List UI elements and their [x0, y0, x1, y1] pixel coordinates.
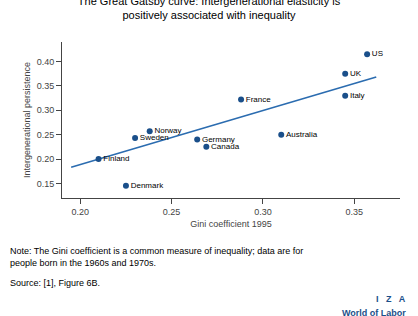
svg-text:France: France [246, 95, 271, 104]
svg-text:Source: [1], Figure 6B.: Source: [1], Figure 6B. [10, 278, 100, 288]
svg-text:0.20: 0.20 [37, 154, 55, 164]
svg-text:US: US [372, 49, 383, 58]
svg-text:Norway: Norway [154, 126, 181, 135]
svg-text:Australia: Australia [286, 130, 318, 139]
svg-text:0.40: 0.40 [37, 57, 55, 67]
svg-text:Denmark: Denmark [131, 181, 164, 190]
svg-text:0.25: 0.25 [37, 130, 55, 140]
svg-text:0.35: 0.35 [346, 207, 364, 217]
svg-text:Note: The Gini coefficient is: Note: The Gini coefficient is a common m… [10, 246, 303, 268]
svg-text:0.35: 0.35 [37, 81, 55, 91]
svg-text:Finland: Finland [103, 154, 129, 163]
svg-text:World of Labor: World of Labor [342, 308, 406, 316]
svg-text:I Z A: I Z A [376, 294, 406, 304]
svg-text:0.30: 0.30 [37, 105, 55, 115]
svg-text:The Great Gatsby curve: Interg: The Great Gatsby curve: Intergenerationa… [78, 0, 341, 21]
svg-text:0.20: 0.20 [72, 207, 90, 217]
svg-text:Italy: Italy [350, 91, 365, 100]
svg-text:0.30: 0.30 [254, 207, 272, 217]
svg-text:0.15: 0.15 [37, 179, 55, 189]
svg-text:Gini coefficient 1995: Gini coefficient 1995 [190, 219, 271, 229]
svg-text:UK: UK [350, 69, 362, 78]
svg-text:Intergenerational persistence: Intergenerational persistence [22, 62, 32, 178]
svg-text:Canada: Canada [211, 142, 240, 151]
svg-text:Sweden: Sweden [140, 133, 169, 142]
svg-text:0.25: 0.25 [163, 207, 181, 217]
svg-text:Germany: Germany [202, 135, 235, 144]
